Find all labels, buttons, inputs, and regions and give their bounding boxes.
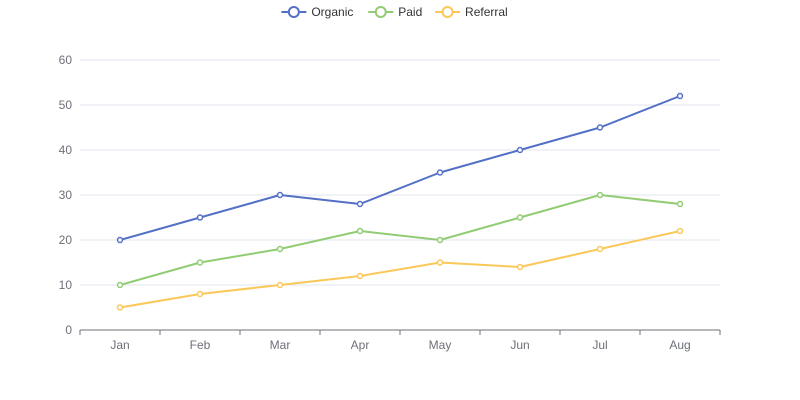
- x-tick-label: Jul: [592, 338, 607, 352]
- x-tick-label: Jun: [510, 338, 529, 352]
- data-point[interactable]: [356, 227, 364, 235]
- data-point[interactable]: [516, 214, 524, 221]
- axes: 0 10 20 30 40 50 60 Jan Feb Mar Apr May Jun Jul Aug: [59, 53, 721, 352]
- data-point[interactable]: [116, 281, 124, 289]
- data-point[interactable]: [436, 259, 444, 266]
- data-point[interactable]: [196, 214, 204, 221]
- y-tick-label: 30: [59, 188, 73, 202]
- y-tick-label: 60: [59, 53, 73, 67]
- data-point[interactable]: [276, 191, 284, 199]
- legend-label: Organic: [311, 5, 353, 19]
- series-line-referral: [119, 230, 681, 309]
- data-point[interactable]: [596, 245, 604, 253]
- series-lines: [116, 92, 684, 311]
- series-paid: [116, 191, 684, 289]
- data-point[interactable]: [116, 236, 124, 244]
- legend-label: Paid: [398, 5, 422, 19]
- data-point[interactable]: [356, 200, 364, 208]
- legend[interactable]: Organic Paid Referral: [281, 5, 508, 19]
- grid-lines: [80, 59, 720, 286]
- data-point[interactable]: [436, 169, 444, 176]
- y-tick-label: 40: [59, 143, 73, 157]
- series-referral: [116, 227, 684, 311]
- data-point[interactable]: [676, 227, 684, 235]
- data-point[interactable]: [356, 272, 364, 280]
- data-point[interactable]: [676, 92, 684, 100]
- legend-marker-icon: [287, 6, 300, 18]
- legend-item-paid[interactable]: Paid: [368, 5, 422, 19]
- x-tick-label: Feb: [190, 338, 211, 352]
- x-tick-label: Mar: [270, 338, 291, 352]
- data-point[interactable]: [516, 146, 524, 154]
- y-tick-label: 10: [59, 278, 73, 292]
- data-point[interactable]: [196, 259, 204, 266]
- x-tick-label: Jan: [110, 338, 129, 352]
- data-point[interactable]: [596, 191, 604, 199]
- legend-item-organic[interactable]: Organic: [281, 5, 353, 19]
- y-tick-label: 50: [59, 98, 73, 112]
- x-tick-label: May: [429, 338, 452, 352]
- data-point[interactable]: [276, 281, 284, 289]
- legend-item-referral[interactable]: Referral: [435, 5, 508, 19]
- data-point[interactable]: [596, 124, 604, 131]
- data-point[interactable]: [676, 200, 684, 208]
- legend-marker-icon: [441, 6, 454, 18]
- data-point[interactable]: [436, 236, 444, 244]
- legend-label: Referral: [465, 5, 508, 19]
- series-line-organic: [119, 95, 681, 241]
- legend-marker-icon: [374, 6, 387, 18]
- y-tick-label: 0: [65, 323, 72, 337]
- data-point[interactable]: [116, 304, 124, 311]
- series-organic: [116, 92, 684, 244]
- x-tick-label: Aug: [669, 338, 690, 352]
- data-point[interactable]: [196, 290, 204, 298]
- data-point[interactable]: [276, 245, 284, 253]
- x-tick-label: Apr: [351, 338, 370, 352]
- series-line-paid: [119, 194, 681, 286]
- data-point[interactable]: [516, 263, 524, 271]
- y-tick-label: 20: [59, 233, 73, 247]
